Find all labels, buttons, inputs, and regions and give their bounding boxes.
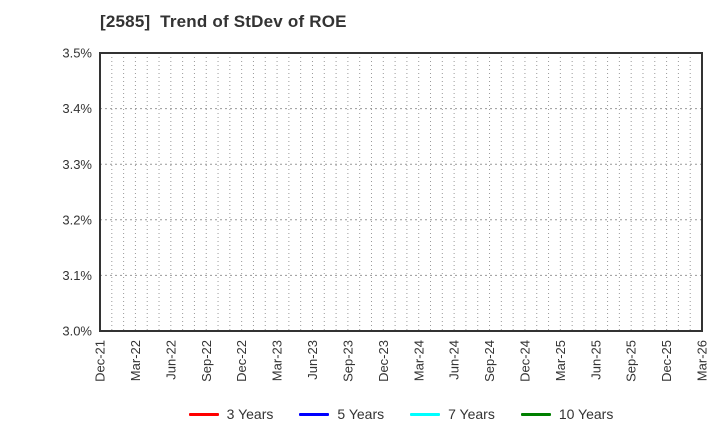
legend-swatch (188, 412, 219, 416)
x-tick-label: Mar-23 (270, 340, 285, 381)
y-tick-label: 3.0% (62, 324, 92, 339)
plot-border (99, 52, 703, 332)
legend-item-5-years: 5 Years (299, 406, 384, 422)
x-tick-label: Dec-23 (376, 340, 391, 382)
legend-label: 10 Years (558, 406, 614, 422)
x-tick-label: Jun-25 (588, 340, 603, 380)
x-tick-label: Mar-24 (411, 340, 426, 381)
x-tick-label: Jun-24 (447, 340, 462, 380)
legend-item-3-years: 3 Years (188, 406, 274, 422)
plot-area: 3.0% 3.1% 3.2% 3.3% 3.4% 3.5% Dec-21 Mar-22 Jun-… (62, 46, 710, 382)
x-tick-label: Sep-22 (199, 340, 214, 382)
legend-label: 7 Years (448, 406, 495, 422)
chart-title: [2585] Trend of StDev of ROE (100, 12, 347, 31)
y-tick-label: 3.1% (62, 268, 92, 283)
legend-item-7-years: 7 Years (410, 406, 495, 422)
x-tick-label: Sep-23 (340, 340, 355, 382)
y-tick-label: 3.5% (62, 46, 92, 61)
x-tick-label: Sep-25 (624, 340, 639, 382)
legend-swatch (299, 412, 330, 416)
x-tick-label: Jun-23 (305, 340, 320, 380)
x-tick-label: Dec-24 (517, 340, 532, 382)
legend-swatch (410, 412, 441, 416)
x-tick-label: Mar-26 (695, 340, 710, 381)
x-tick-label: Dec-21 (93, 340, 108, 382)
legend-label: 3 Years (226, 406, 274, 422)
x-tick-label: Jun-22 (163, 340, 178, 380)
legend-swatch (520, 412, 551, 416)
y-tick-label: 3.2% (62, 212, 92, 227)
legend: 3 Years 5 Years 7 Years 10 Years (100, 406, 702, 422)
x-tick-label: Mar-25 (553, 340, 568, 381)
y-tick-label: 3.3% (62, 157, 92, 172)
legend-label: 5 Years (337, 406, 385, 422)
x-tick-label: Mar-22 (128, 340, 143, 381)
legend-item-10-years: 10 Years (520, 406, 614, 422)
y-tick-label: 3.4% (62, 101, 92, 116)
x-tick-label: Dec-22 (234, 340, 249, 382)
x-tick-label: Sep-24 (482, 340, 497, 382)
x-tick-label: Dec-25 (659, 340, 674, 382)
